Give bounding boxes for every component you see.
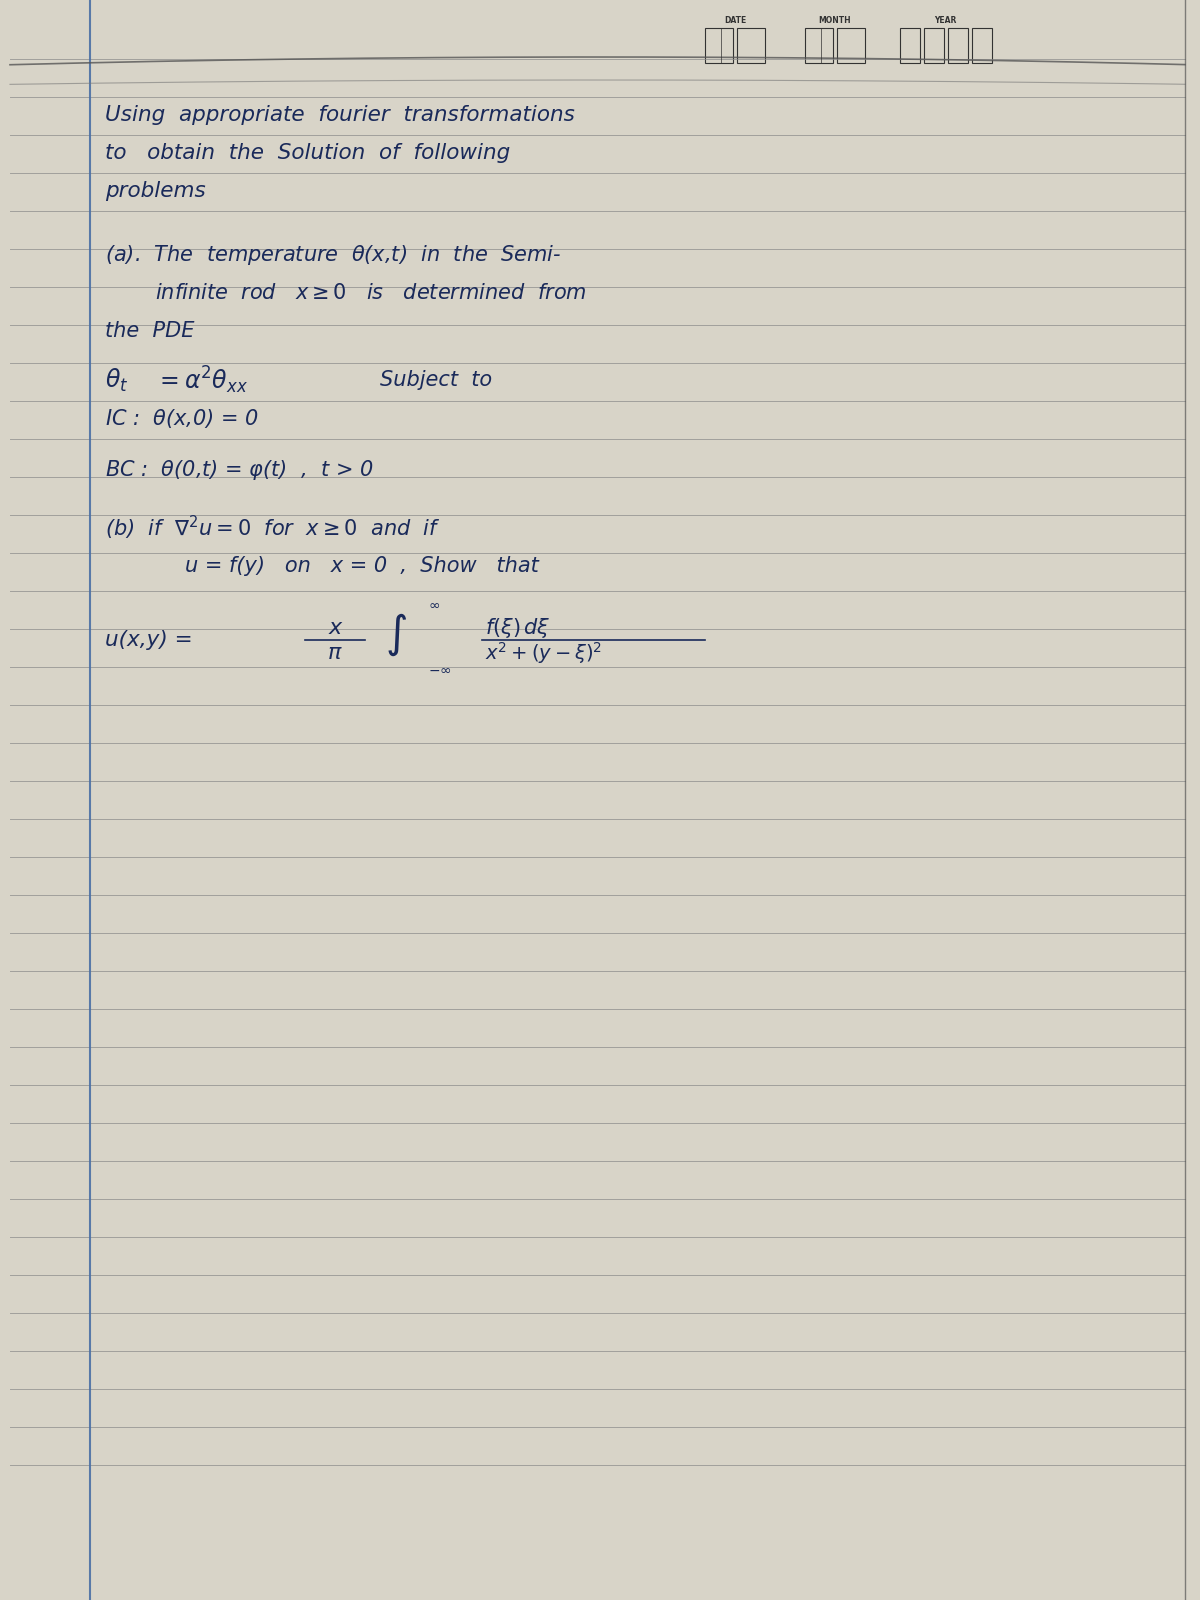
Text: $f(\xi) \, d\xi$: $f(\xi) \, d\xi$ bbox=[485, 616, 551, 640]
Text: the  PDE: the PDE bbox=[106, 322, 194, 341]
Text: x: x bbox=[329, 618, 342, 638]
Bar bbox=[924, 27, 944, 62]
Text: $\pi$: $\pi$ bbox=[328, 643, 343, 662]
Text: $\theta_t$: $\theta_t$ bbox=[106, 366, 128, 394]
Bar bbox=[805, 27, 833, 62]
Text: YEAR: YEAR bbox=[934, 16, 956, 26]
Text: IC :  $\theta$(x,0) = 0: IC : $\theta$(x,0) = 0 bbox=[106, 406, 259, 429]
Text: u(x,y) =: u(x,y) = bbox=[106, 630, 193, 650]
Bar bbox=[706, 27, 733, 62]
Text: Subject  to: Subject to bbox=[380, 370, 492, 390]
Text: $= \alpha^2 \theta_{xx}$: $= \alpha^2 \theta_{xx}$ bbox=[155, 365, 248, 395]
Bar bbox=[838, 27, 865, 62]
Bar bbox=[972, 27, 992, 62]
Text: $\infty$: $\infty$ bbox=[428, 598, 440, 613]
Bar bbox=[900, 27, 920, 62]
Bar bbox=[737, 27, 766, 62]
Text: u = f(y)   on   x = 0  ,  Show   that: u = f(y) on x = 0 , Show that bbox=[185, 557, 539, 576]
Text: BC :  $\theta$(0,t) = $\varphi$(t)  ,  t > 0: BC : $\theta$(0,t) = $\varphi$(t) , t > … bbox=[106, 458, 373, 482]
Text: $-\infty$: $-\infty$ bbox=[428, 662, 451, 677]
Text: (b)  if  $\nabla^2 u = 0$  for  $x \geq 0$  and  if: (b) if $\nabla^2 u = 0$ for $x \geq 0$ a… bbox=[106, 514, 440, 542]
Text: (a).  The  temperature  $\theta$(x,t)  in  the  Semi-: (a). The temperature $\theta$(x,t) in th… bbox=[106, 243, 562, 267]
Text: MONTH: MONTH bbox=[818, 16, 851, 26]
Text: $x^2 + (y - \xi)^2$: $x^2 + (y - \xi)^2$ bbox=[485, 640, 602, 666]
Text: problems: problems bbox=[106, 181, 205, 202]
Text: DATE: DATE bbox=[724, 16, 746, 26]
Text: to   obtain  the  Solution  of  following: to obtain the Solution of following bbox=[106, 142, 510, 163]
Bar bbox=[948, 27, 968, 62]
Text: $\int$: $\int$ bbox=[385, 611, 407, 658]
Text: Using  appropriate  fourier  transformations: Using appropriate fourier transformation… bbox=[106, 106, 575, 125]
Text: infinite  rod   $x \geq 0$   is   determined  from: infinite rod $x \geq 0$ is determined fr… bbox=[155, 283, 587, 302]
